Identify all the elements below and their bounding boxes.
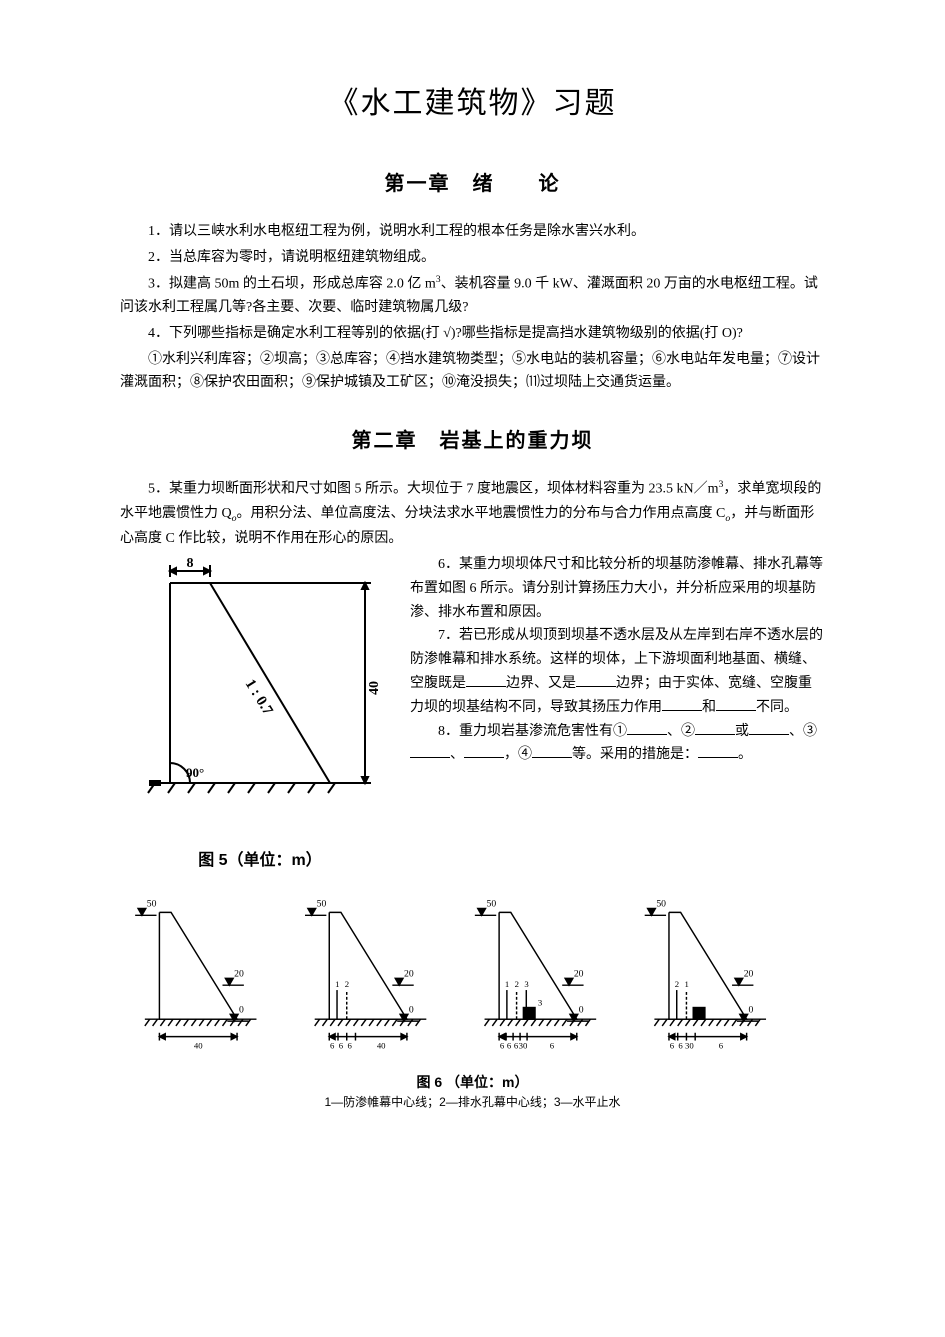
svg-text:0: 0	[579, 1004, 584, 1015]
questions-6-8-block: 6．某重力坝坝体尺寸和比较分析的坝基防渗帷幕、排水孔幕等布置如图 6 所示。请分…	[410, 553, 825, 767]
svg-text:6: 6	[670, 1040, 675, 1050]
figure-6-caption: 图 6 （单位：m）	[120, 1071, 825, 1093]
q7-d: 和	[702, 700, 716, 715]
svg-text:20: 20	[234, 969, 244, 980]
figure-5-caption: 图 5（单位：m）	[120, 848, 400, 874]
blank-9	[464, 743, 504, 758]
svg-text:1: 1	[505, 979, 509, 989]
blank-8	[410, 743, 450, 758]
svg-text:6: 6	[550, 1040, 555, 1050]
svg-text:30: 30	[519, 1040, 528, 1050]
question-2: 2．当总库容为零时，请说明枢纽建筑物组成。	[120, 246, 825, 270]
svg-text:6: 6	[339, 1040, 344, 1050]
document-title: 《水工建筑物》习题	[120, 80, 825, 128]
q5-text-a: 5．某重力坝断面形状和尺寸如图 5 所示。大坝位于 7 度地震区，坝体材料容重为…	[148, 482, 719, 497]
blank-4	[716, 696, 756, 711]
svg-text:50: 50	[486, 899, 496, 910]
question-7: 7．若已形成从坝顶到坝基不透水层及从左岸到右岸不透水层的防渗帷幕和排水系统。这样…	[410, 624, 825, 719]
figure-5-row: 8 40 1 : 0.7 90° 图 5（单位：m） 6．某重力坝坝体尺寸和比较…	[120, 553, 825, 873]
question-4: 4．下列哪些指标是确定水利工程等别的依据(打 √)?哪些指标是提高挡水建筑物级别…	[120, 322, 825, 346]
question-5-intro: 5．某重力坝断面形状和尺寸如图 5 所示。大坝位于 7 度地震区，坝体材料容重为…	[120, 477, 825, 551]
fig5-height: 40	[367, 681, 382, 695]
figure-5-block: 8 40 1 : 0.7 90° 图 5（单位：m）	[120, 553, 400, 873]
svg-text:20: 20	[404, 969, 414, 980]
svg-text:1: 1	[335, 979, 339, 989]
question-4-items: ①水利兴利库容；②坝高；③总库容；④挡水建筑物类型；⑤水电站的装机容量；⑥水电站…	[120, 348, 825, 396]
blank-7	[749, 720, 789, 735]
svg-text:1: 1	[684, 979, 688, 989]
blank-11	[698, 743, 738, 758]
svg-text:30: 30	[685, 1040, 694, 1050]
blank-2	[576, 672, 616, 687]
q7-b: 边界、又是	[506, 676, 576, 691]
svg-text:3: 3	[538, 998, 543, 1008]
question-3-text-a: 3．拟建高 50m 的土石坝，形成总库容 2.0 亿 m	[148, 276, 436, 291]
fig5-top-width: 8	[187, 556, 194, 571]
question-1: 1．请以三峡水利水电枢纽工程为例，说明水利工程的根本任务是除水害兴水利。	[120, 220, 825, 244]
q8-f: ，④	[504, 747, 532, 762]
figure-5-svg: 8 40 1 : 0.7 90°	[120, 553, 400, 833]
blank-1	[466, 672, 506, 687]
fig5-angle: 90°	[186, 765, 204, 780]
svg-text:6: 6	[719, 1040, 724, 1050]
q8-h: 。	[738, 747, 752, 762]
blank-10	[532, 743, 572, 758]
figure-6-legend: 1—防渗帷幕中心线；2—排水孔幕中心线；3—水平止水	[120, 1093, 825, 1112]
q7-e: 不同。	[756, 700, 798, 715]
svg-text:40: 40	[194, 1040, 203, 1050]
q5-text-c: 。用积分法、单位高度法、分块法求水平地震惯性力的分布与合力作用点高度 C	[237, 506, 726, 521]
svg-text:0: 0	[239, 1004, 244, 1015]
svg-text:20: 20	[574, 969, 584, 980]
svg-text:6: 6	[347, 1040, 352, 1050]
svg-text:3: 3	[524, 979, 529, 989]
figure-6-svg: 5020040502001266640502001233666306502002…	[120, 893, 820, 1058]
q8-a: 8．重力坝岩基渗流危害性有①	[438, 724, 627, 739]
svg-text:6: 6	[507, 1040, 512, 1050]
blank-6	[695, 720, 735, 735]
svg-text:50: 50	[147, 899, 157, 910]
svg-text:0: 0	[749, 1004, 754, 1015]
q8-b: 、②	[667, 724, 695, 739]
svg-text:20: 20	[744, 969, 754, 980]
chapter-1-title: 第一章 绪 论	[120, 168, 825, 200]
svg-text:6: 6	[500, 1040, 505, 1050]
svg-text:2: 2	[675, 979, 679, 989]
q8-g: 等。采用的措施是：	[572, 747, 698, 762]
svg-text:6: 6	[678, 1040, 683, 1050]
q8-c: 或	[735, 724, 749, 739]
svg-text:50: 50	[656, 899, 666, 910]
q8-e: 、	[450, 747, 464, 762]
svg-text:50: 50	[317, 899, 327, 910]
svg-text:40: 40	[377, 1040, 386, 1050]
question-3: 3．拟建高 50m 的土石坝，形成总库容 2.0 亿 m3、装机容量 9.0 千…	[120, 272, 825, 320]
question-8: 8．重力坝岩基渗流危害性有① 、② 或 、③ 、 ，④ 等。采用的措施是： 。	[410, 720, 825, 768]
svg-text:0: 0	[409, 1004, 414, 1015]
document-page: 《水工建筑物》习题 第一章 绪 论 1．请以三峡水利水电枢纽工程为例，说明水利工…	[0, 0, 945, 1172]
question-6: 6．某重力坝坝体尺寸和比较分析的坝基防渗帷幕、排水孔幕等布置如图 6 所示。请分…	[410, 553, 825, 624]
svg-text:2: 2	[515, 979, 519, 989]
blank-5	[627, 720, 667, 735]
figure-6-block: 5020040502001266640502001233666306502002…	[120, 893, 825, 1112]
svg-text:2: 2	[345, 979, 349, 989]
q8-d: 、③	[789, 724, 817, 739]
blank-3	[662, 696, 702, 711]
svg-text:6: 6	[330, 1040, 335, 1050]
chapter-2-title: 第二章 岩基上的重力坝	[120, 425, 825, 457]
